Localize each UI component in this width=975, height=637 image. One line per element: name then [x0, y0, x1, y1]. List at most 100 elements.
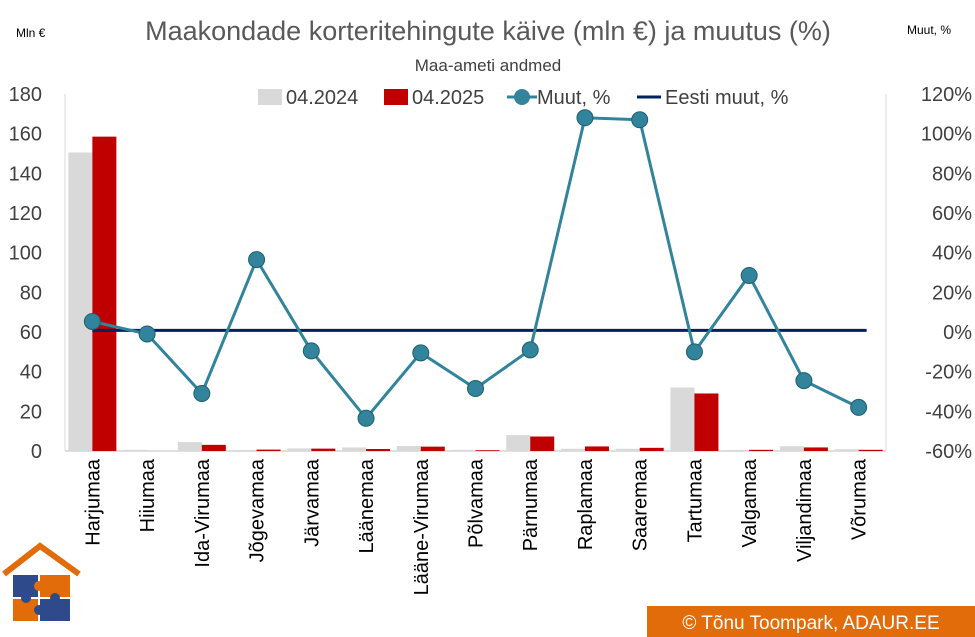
legend-swatch	[384, 89, 408, 105]
right-tick-label: 0%	[943, 322, 972, 344]
left-tick-label: 80	[20, 282, 42, 304]
left-axis-ticks: 0 20 40 60 80 100 120 140 160 180	[9, 84, 42, 463]
bar-04.2025	[530, 436, 555, 451]
left-axis-unit: Mln €	[16, 26, 46, 40]
left-tick-label: 100	[9, 243, 42, 265]
category-label: Pärnumaa	[520, 458, 542, 551]
left-tick-label: 60	[20, 322, 42, 344]
bar-04.2025	[803, 447, 828, 451]
category-label: Saaremaa	[630, 458, 652, 551]
bar-04.2024	[834, 449, 859, 451]
legend-swatch	[258, 89, 282, 105]
right-tick-label: 120%	[921, 84, 972, 106]
category-label: Viljandimaa	[794, 458, 816, 562]
bar-04.2024	[342, 447, 367, 451]
bar-04.2024	[560, 448, 585, 451]
left-tick-label: 40	[20, 362, 42, 384]
muut-point	[83, 312, 101, 330]
bar-04.2025	[420, 446, 445, 451]
bar-04.2025	[311, 448, 336, 451]
logo-puzzle-1	[13, 575, 38, 597]
right-axis-ticks: -60% -40% -20% 0% 20% 40% 60% 80% 100% 120%	[921, 84, 972, 463]
category-label: Võrumaa	[849, 458, 871, 540]
copyright-text: © Tõnu Toompark, ADAUR.EE	[682, 613, 939, 634]
bar-04.2024	[287, 448, 312, 451]
muut-point	[576, 109, 594, 127]
muut-point	[412, 344, 430, 362]
chart-title: Maakondade korteritehingute käive (mln €…	[145, 16, 831, 46]
right-tick-label: 100%	[921, 124, 972, 146]
bar-04.2024	[670, 387, 695, 451]
bar-04.2024	[68, 152, 93, 451]
right-axis-unit: Muut, %	[907, 23, 951, 37]
muut-point	[193, 384, 211, 402]
category-label: Põlvamaa	[466, 458, 488, 548]
left-tick-label: 140	[9, 163, 42, 185]
right-tick-label: 20%	[932, 282, 972, 304]
bar-04.2024	[615, 448, 640, 451]
category-label: Tartumaa	[684, 458, 706, 542]
bar-04.2025	[749, 449, 774, 451]
right-tick-label: 80%	[932, 163, 972, 185]
left-tick-label: 180	[9, 84, 42, 106]
legend-swatch-marker	[514, 89, 530, 105]
plot-area	[64, 94, 887, 452]
muut-point	[521, 341, 539, 359]
bar-04.2025	[639, 447, 664, 451]
logo-puzzle-3	[13, 599, 38, 621]
category-label: Ida-Virumaa	[192, 458, 214, 567]
category-label: Lääne-Virumaa	[411, 458, 433, 595]
bar-04.2024	[506, 435, 531, 451]
category-label: Harjumaa	[82, 458, 104, 546]
copyright-background	[647, 606, 975, 637]
muut-point	[357, 409, 375, 427]
left-tick-label: 120	[9, 203, 42, 225]
muut-point	[467, 380, 484, 398]
legend-label: Muut, %	[537, 87, 611, 109]
bar-04.2024	[177, 442, 202, 451]
bar-04.2025	[256, 449, 281, 451]
left-tick-label: 160	[9, 124, 42, 146]
bar-04.2025	[475, 450, 500, 451]
muut-point	[248, 251, 266, 269]
logo-knob-4	[34, 605, 44, 615]
legend-label: 04.2024	[286, 87, 358, 109]
right-tick-label: 40%	[932, 243, 972, 265]
muut-point	[138, 325, 156, 343]
logo-knob-2	[50, 593, 60, 603]
chart-subtitle: Maa-ameti andmed	[415, 56, 561, 75]
bar-04.2025	[694, 393, 719, 451]
left-tick-label: 20	[20, 401, 42, 423]
right-tick-label: -20%	[925, 362, 972, 384]
bar-04.2025	[858, 449, 883, 451]
bar-04.2025	[201, 444, 226, 451]
category-label: Läänemaa	[356, 458, 378, 553]
category-label: Järvamaa	[301, 458, 323, 547]
logo-knob-1	[34, 581, 44, 591]
muut-point	[795, 372, 813, 390]
muut-polyline	[92, 116, 860, 421]
logo-roof	[2, 542, 81, 577]
adaur-logo	[2, 542, 81, 621]
category-label: Jõgevamaa	[247, 458, 269, 562]
right-tick-label: -40%	[925, 401, 972, 423]
muut-point	[850, 398, 868, 416]
muut-point	[302, 342, 320, 360]
right-tick-label: -60%	[925, 441, 972, 463]
category-label: Hiiumaa	[137, 458, 159, 532]
bar-04.2025	[92, 136, 117, 451]
bar-04.2025	[366, 449, 391, 451]
muut-point	[740, 266, 758, 284]
copyright-badge: © Tõnu Toompark, ADAUR.EE	[647, 606, 975, 637]
logo-puzzle-4	[40, 599, 70, 621]
category-label: Raplamaa	[575, 458, 597, 550]
bar-04.2024	[725, 450, 750, 451]
bar-04.2025	[584, 446, 609, 451]
muut-point	[631, 111, 649, 129]
bar-04.2024	[779, 446, 804, 451]
logo-puzzle-2	[40, 575, 70, 597]
right-tick-label: 60%	[932, 203, 972, 225]
legend-label: Eesti muut, %	[665, 87, 789, 109]
bar-series	[68, 136, 883, 451]
